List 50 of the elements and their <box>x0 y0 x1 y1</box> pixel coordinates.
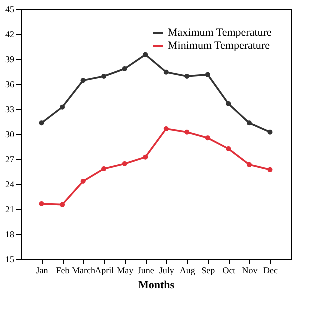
y-tick-label: 33 <box>6 104 15 114</box>
y-tick-label: 42 <box>6 30 14 40</box>
x-tick-label: Sep <box>202 266 216 276</box>
x-tick-label: April <box>95 266 115 276</box>
point <box>122 162 128 166</box>
point <box>143 52 148 58</box>
x-tick-label: Aug <box>180 266 196 276</box>
y-tick-label: 36 <box>6 80 15 90</box>
y-tick-label: 18 <box>6 230 15 240</box>
x-tick-label: May <box>117 266 134 276</box>
y-tick-label: 15 <box>6 254 15 264</box>
point <box>39 120 44 126</box>
x-axis-title: Months <box>138 280 176 292</box>
point <box>80 78 86 84</box>
point <box>164 126 169 132</box>
point <box>246 162 252 168</box>
legend-label: Maximum Temperature <box>168 27 272 39</box>
point <box>102 74 107 79</box>
y-tick-label: 39 <box>6 54 15 64</box>
x-tick-label: March <box>72 266 96 276</box>
y-tick-label: 45 <box>6 4 15 14</box>
point <box>102 166 107 172</box>
point <box>60 202 66 208</box>
point <box>205 136 210 141</box>
point <box>39 202 44 206</box>
x-tick-label: Jan <box>36 266 49 276</box>
point <box>226 146 232 152</box>
legend-label: Minimum Temperature <box>168 40 270 52</box>
point <box>268 130 273 135</box>
y-tick-label: 24 <box>6 180 15 190</box>
point <box>143 154 148 160</box>
point <box>80 179 86 184</box>
x-tick-label: Nov <box>242 266 258 276</box>
point <box>60 104 66 110</box>
x-tick-label: June <box>138 266 154 276</box>
x-tick-label: Oct <box>222 266 236 276</box>
point <box>184 74 190 79</box>
x-tick-label: July <box>159 266 175 276</box>
point <box>246 120 252 126</box>
point <box>164 70 169 75</box>
point <box>226 102 232 106</box>
y-tick-label: 30 <box>6 130 15 140</box>
point <box>268 167 273 172</box>
y-tick-label: 27 <box>6 154 15 164</box>
y-tick-label: 21 <box>6 204 14 214</box>
point <box>205 72 210 78</box>
point <box>122 66 128 72</box>
x-tick-label: Feb <box>56 266 70 276</box>
x-tick-label: Dec <box>263 266 278 276</box>
point <box>184 130 190 135</box>
